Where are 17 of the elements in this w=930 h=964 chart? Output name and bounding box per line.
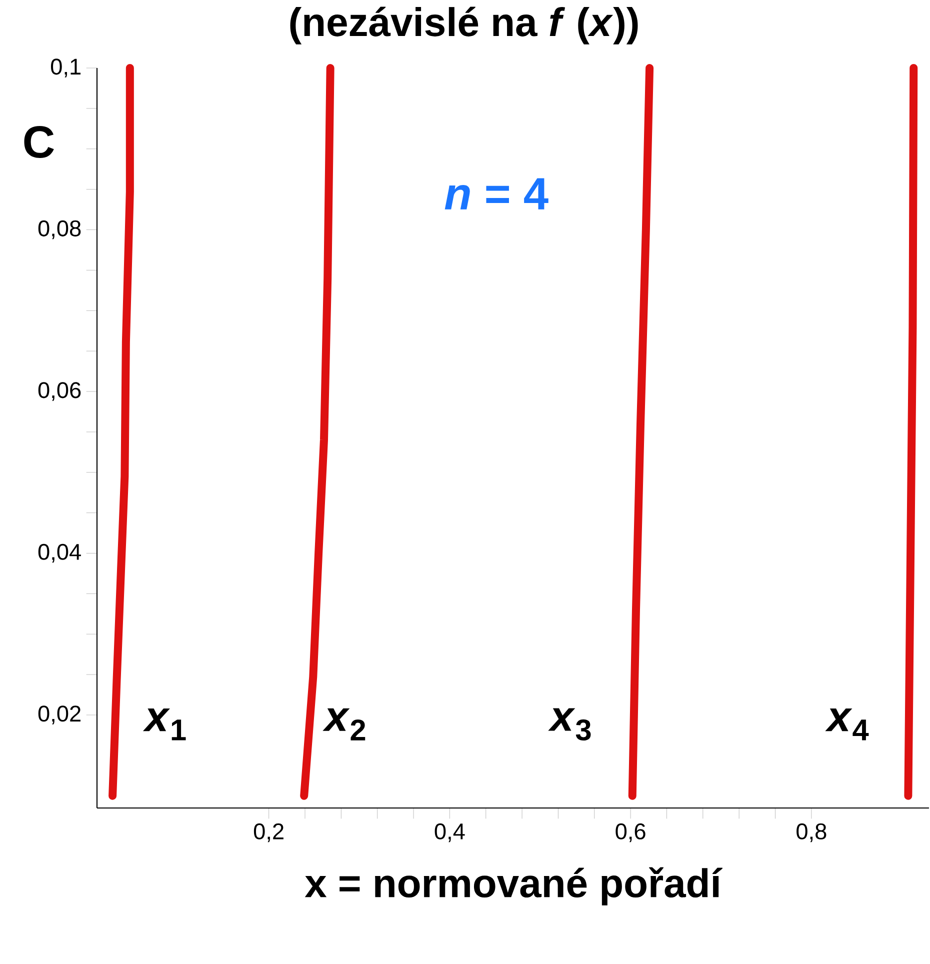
- y-tick-label: 0,08: [38, 220, 81, 240]
- x-tick-label: 0,2: [254, 823, 284, 842]
- y-tick-label: 0,04: [38, 544, 82, 563]
- chart-title: (nezávislé na f (x)): [290, 6, 638, 44]
- y-tick-label: 0,06: [38, 382, 81, 401]
- annotation: n = 4: [445, 178, 549, 210]
- annotation: x$_{2}$: [322, 708, 366, 740]
- text: C: [24, 126, 54, 158]
- x-tick-label: 0,4: [435, 823, 466, 842]
- x-axis-title: x = normované pořadí: [305, 867, 723, 906]
- y-tick-label: 0,02: [38, 706, 81, 724]
- annotation: x$_{4}$: [825, 708, 869, 740]
- annotation: x$_{1}$: [143, 708, 186, 740]
- annotation: x$_{3}$: [548, 708, 591, 741]
- x-tick-label: 0,6: [616, 823, 646, 842]
- y-tick-label: 0,1: [51, 58, 81, 78]
- x-tick-label: 0,8: [796, 823, 826, 842]
